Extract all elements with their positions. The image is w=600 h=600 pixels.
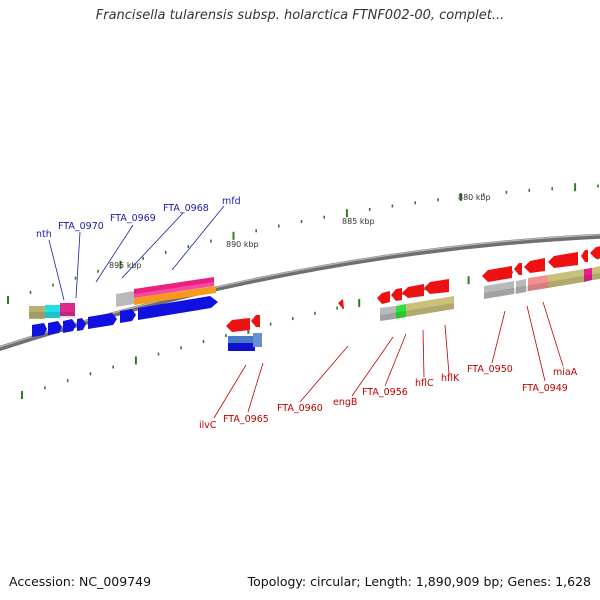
gene-label-hflC[interactable]: hflC — [415, 378, 434, 389]
gene-arrow[interactable] — [391, 288, 402, 301]
gene-arrow[interactable] — [88, 313, 117, 329]
gene-arrow[interactable] — [581, 250, 588, 262]
gene-label-FTA_0960[interactable]: FTA_0960 — [277, 403, 323, 414]
gene-label-miaA[interactable]: miaA — [553, 367, 578, 378]
gene-label-FTA_0969[interactable]: FTA_0969 — [110, 213, 156, 224]
gene-arrow[interactable] — [251, 315, 260, 327]
feature-bar — [253, 333, 262, 347]
outer-tick-ring — [7, 183, 599, 304]
accession-text: Accession: NC_009749 — [9, 574, 152, 589]
gene-arrow[interactable] — [120, 309, 136, 323]
scale-label-895: 895 kbp — [109, 261, 142, 270]
forward-features — [29, 277, 218, 337]
gene-label-engB[interactable]: engB — [333, 397, 357, 408]
feature-bar — [484, 281, 514, 299]
reverse-labels: ilvC FTA_0965 FTA_0960 engB FTA_0956 hfl… — [199, 301, 578, 431]
feature-bar — [516, 279, 526, 294]
feature-bar — [29, 306, 45, 319]
gene-arrow[interactable] — [482, 266, 512, 282]
feature-bar-shade — [29, 312, 75, 318]
genome-summary-text: Topology: circular; Length: 1,890,909 bp… — [247, 574, 591, 589]
feature-bar — [116, 291, 134, 307]
feature-bar — [134, 286, 216, 305]
map-title: Francisella tularensis subsp. holarctica… — [95, 8, 505, 23]
scale-label-890: 890 kbp — [226, 240, 259, 249]
gene-arrow[interactable] — [63, 319, 76, 333]
gene-arrow[interactable] — [377, 291, 390, 304]
scale-label-885: 885 kbp — [342, 217, 375, 226]
feature-bar — [228, 343, 255, 351]
gene-arrow[interactable] — [138, 296, 218, 320]
gene-arrow[interactable] — [514, 263, 522, 275]
feature-bar-shade — [484, 273, 600, 299]
gene-arrow[interactable] — [338, 299, 344, 309]
feature-bar — [592, 266, 600, 280]
gene-label-FTA_0965[interactable]: FTA_0965 — [223, 414, 269, 425]
gene-label-hflK[interactable]: hflK — [441, 373, 460, 384]
gene-label-ilvC[interactable]: ilvC — [199, 420, 217, 431]
gene-arrow[interactable] — [548, 252, 578, 268]
gene-label-FTA_0950[interactable]: FTA_0950 — [467, 364, 513, 375]
feature-bar — [528, 275, 548, 291]
gene-arrow[interactable] — [48, 321, 62, 335]
feature-bar — [406, 296, 454, 317]
gene-label-mfd[interactable]: mfd — [222, 196, 241, 207]
gene-label-FTA_0968[interactable]: FTA_0968 — [163, 203, 209, 214]
feature-bar-shade — [134, 282, 214, 298]
gene-arrow[interactable] — [524, 258, 545, 273]
feature-bar — [228, 336, 255, 344]
gene-arrow[interactable] — [424, 279, 449, 294]
feature-bar — [380, 306, 396, 321]
feature-bar — [45, 305, 60, 318]
reverse-features — [226, 246, 600, 351]
gene-arrow[interactable] — [32, 323, 47, 337]
gene-label-nth[interactable]: nth — [36, 229, 52, 240]
gene-arrow[interactable] — [77, 318, 86, 331]
gene-arrow[interactable] — [590, 246, 600, 259]
gene-label-FTA_0949[interactable]: FTA_0949 — [522, 383, 568, 394]
gene-arrow[interactable] — [226, 318, 250, 332]
gene-label-FTA_0970[interactable]: FTA_0970 — [58, 221, 104, 232]
feature-bar — [60, 303, 75, 316]
scale-label-880: 880 kbp — [458, 193, 491, 202]
gene-arrow[interactable] — [402, 284, 424, 298]
feature-bar-shade — [380, 303, 454, 321]
forward-labels: nth FTA_0970 FTA_0969 FTA_0968 mfd — [36, 196, 241, 301]
feature-bar — [584, 268, 592, 282]
feature-bar — [396, 304, 406, 319]
feature-bar — [548, 269, 584, 288]
gene-label-FTA_0956[interactable]: FTA_0956 — [362, 387, 408, 398]
